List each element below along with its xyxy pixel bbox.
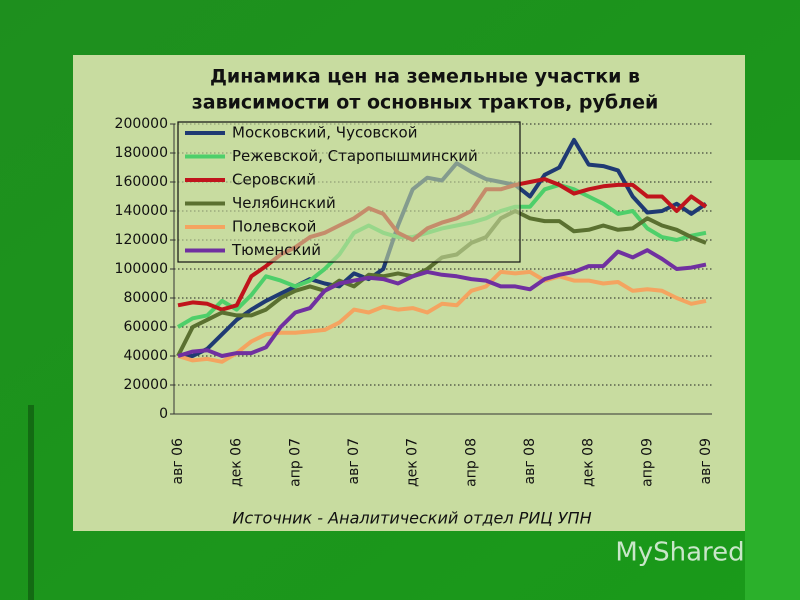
decor-strip <box>28 405 34 600</box>
x-tick-label: авг 09 <box>698 438 714 484</box>
y-tick-label: 140000 <box>115 203 168 219</box>
side-panel <box>745 160 800 600</box>
legend-label: Полевской <box>232 218 316 236</box>
x-tick-label: апр 08 <box>463 438 479 487</box>
y-tick-label: 200000 <box>115 116 168 132</box>
plot: 0 20000 40000 60000 80000 100000 120000 140000 1… <box>115 116 714 487</box>
legend-label: Московский, Чусовской <box>232 124 417 142</box>
y-tick-label: 80000 <box>123 290 168 306</box>
y-tick-label: 100000 <box>115 261 168 277</box>
legend-label: Режевской, Старопышминский <box>232 147 478 165</box>
x-tick-label: апр 09 <box>639 438 655 487</box>
x-tick-label: авг 07 <box>346 438 362 484</box>
y-tick-label: 60000 <box>123 319 168 335</box>
source-note: Источник - Аналитический отдел РИЦ УПН <box>232 509 591 528</box>
y-tick-label: 20000 <box>123 377 168 393</box>
x-tick-label: апр 07 <box>287 438 303 487</box>
legend-label: Серовский <box>232 171 316 189</box>
y-tick-label: 160000 <box>115 174 168 190</box>
legend-label: Тюменский <box>231 241 321 259</box>
chart-title: Динамика цен на земельные участки в <box>210 66 640 88</box>
x-tick-label: дек 06 <box>229 438 245 487</box>
y-tick-label: 40000 <box>123 348 168 364</box>
legend-box <box>177 121 521 263</box>
x-tick-label: авг 06 <box>170 438 186 485</box>
chart-title: зависимости от основных трактов, рублей <box>192 92 659 114</box>
y-tick-label: 120000 <box>115 232 168 248</box>
watermark: MyShared <box>615 538 744 568</box>
y-tick-label: 180000 <box>115 145 168 161</box>
y-tick-label: 0 <box>159 406 168 422</box>
x-tick-label: дек 08 <box>581 438 597 487</box>
series-line <box>177 269 707 364</box>
series-line <box>177 248 707 358</box>
x-tick-label: дек 07 <box>405 438 421 487</box>
x-tick-label: авг 08 <box>522 438 538 484</box>
legend-label: Челябинский <box>232 194 336 212</box>
